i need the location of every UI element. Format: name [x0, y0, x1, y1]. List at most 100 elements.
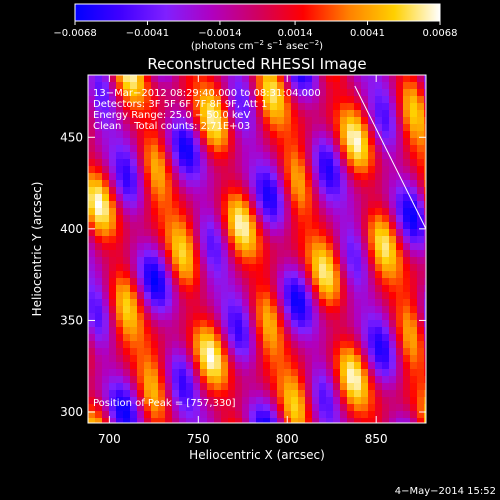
heatmap-cell — [403, 173, 411, 181]
heatmap-cell — [186, 75, 194, 83]
heatmap-cell — [235, 362, 243, 370]
heatmap-cell — [263, 103, 271, 111]
heatmap-cell — [130, 222, 138, 230]
heatmap-cell — [424, 96, 426, 104]
heatmap-cell — [221, 390, 229, 398]
heatmap-cell — [340, 201, 348, 209]
heatmap-cell — [165, 313, 173, 321]
heatmap-cell — [361, 292, 369, 300]
heatmap-cell — [284, 201, 292, 209]
heatmap-cell — [361, 180, 369, 188]
heatmap-cell — [305, 299, 313, 307]
heatmap-cell — [214, 96, 222, 104]
heatmap-cell — [179, 131, 187, 139]
heatmap-cell — [417, 334, 425, 342]
heatmap-cell — [417, 138, 425, 146]
heatmap-cell — [165, 271, 173, 279]
heatmap-cell — [137, 383, 145, 391]
heatmap-cell — [256, 362, 264, 370]
heatmap-cell — [284, 124, 292, 132]
heatmap-cell — [109, 292, 117, 300]
heatmap-cell — [221, 201, 229, 209]
heatmap-cell — [95, 404, 103, 412]
heatmap-cell — [151, 348, 159, 356]
heatmap-cell — [137, 348, 145, 356]
heatmap-cell — [102, 96, 110, 104]
heatmap-cell — [242, 173, 250, 181]
heatmap-cell — [116, 215, 124, 223]
heatmap-cell — [319, 201, 327, 209]
heatmap-cell — [298, 215, 306, 223]
heatmap-cell — [256, 82, 264, 90]
heatmap-cell — [312, 194, 320, 202]
heatmap-cell — [123, 166, 131, 174]
heatmap-cell — [137, 369, 145, 377]
heatmap-cell — [249, 250, 257, 258]
heatmap-cell — [144, 75, 152, 83]
heatmap-cell — [361, 82, 369, 90]
heatmap-cell — [88, 376, 96, 384]
heatmap-cell — [382, 194, 390, 202]
heatmap-cell — [95, 313, 103, 321]
heatmap-cell — [165, 278, 173, 286]
heatmap-cell — [214, 327, 222, 335]
heatmap-cell — [151, 229, 159, 237]
heatmap-cell — [270, 180, 278, 188]
heatmap-cell — [88, 411, 96, 419]
heatmap-cell — [179, 152, 187, 160]
heatmap-cell — [116, 187, 124, 195]
heatmap-cell — [410, 299, 418, 307]
heatmap-cell — [277, 89, 285, 97]
heatmap-cell — [389, 89, 397, 97]
heatmap-cell — [347, 110, 355, 118]
heatmap-cell — [284, 236, 292, 244]
heatmap-cell — [326, 96, 334, 104]
heatmap-cell — [305, 390, 313, 398]
heatmap-cell — [417, 145, 425, 153]
heatmap-cell — [263, 355, 271, 363]
heatmap-cell — [172, 138, 180, 146]
heatmap-cell — [130, 201, 138, 209]
heatmap-cell — [102, 390, 110, 398]
heatmap-cell — [172, 229, 180, 237]
heatmap-cell — [403, 383, 411, 391]
heatmap-cell — [284, 180, 292, 188]
heatmap-cell — [305, 194, 313, 202]
heatmap-cell — [263, 278, 271, 286]
heatmap-cell — [123, 215, 131, 223]
heatmap-cell — [396, 271, 404, 279]
heatmap-cell — [144, 285, 152, 293]
heatmap-cell — [298, 257, 306, 265]
heatmap-cell — [235, 397, 243, 405]
heatmap-cell — [256, 138, 264, 146]
heatmap-cell — [207, 201, 215, 209]
heatmap-cell — [207, 229, 215, 237]
heatmap-cell — [333, 278, 341, 286]
heatmap-cell — [116, 117, 124, 125]
heatmap-cell — [221, 75, 229, 83]
heatmap-cell — [95, 180, 103, 188]
heatmap-cell — [298, 110, 306, 118]
heatmap-cell — [116, 285, 124, 293]
heatmap-cell — [130, 229, 138, 237]
heatmap-cell — [207, 96, 215, 104]
heatmap-cell — [193, 229, 201, 237]
heatmap-cell — [340, 103, 348, 111]
heatmap-cell — [277, 138, 285, 146]
heatmap-cell — [361, 236, 369, 244]
heatmap-cell — [389, 152, 397, 160]
heatmap-cell — [130, 334, 138, 342]
heatmap-cell — [165, 306, 173, 314]
heatmap-cell — [165, 75, 173, 83]
heatmap-cell — [207, 418, 215, 423]
heatmap-cell — [298, 138, 306, 146]
heatmap-cell — [284, 117, 292, 125]
heatmap-cell — [396, 292, 404, 300]
heatmap-cell — [137, 418, 145, 423]
heatmap-cell — [263, 222, 271, 230]
heatmap-cell — [284, 306, 292, 314]
heatmap-cell — [326, 376, 334, 384]
heatmap-cell — [137, 264, 145, 272]
heatmap-cell — [354, 110, 362, 118]
heatmap-cell — [319, 362, 327, 370]
